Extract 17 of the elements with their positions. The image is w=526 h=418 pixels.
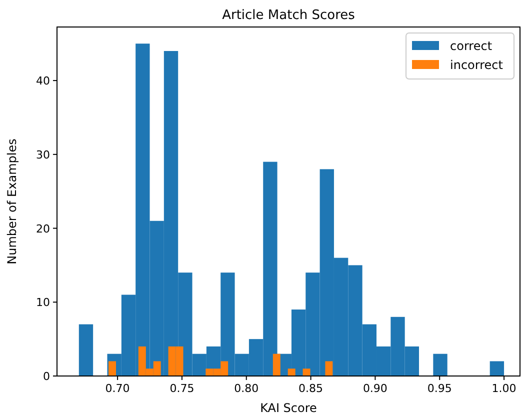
x-tick-label: 0.95: [427, 382, 452, 395]
x-tick-label: 0.75: [170, 382, 194, 395]
x-tick-label: 0.85: [298, 382, 324, 395]
y-tick-label: 0: [43, 370, 50, 383]
x-axis-title: KAI Score: [260, 401, 317, 415]
x-tick-label: 1.00: [492, 382, 516, 395]
x-tick-label: 0.90: [362, 382, 388, 395]
y-tick-label: 10: [36, 296, 50, 310]
x-tick-label: 0.80: [234, 382, 259, 395]
legend-label: correct: [450, 39, 492, 53]
chart-title: Article Match Scores: [222, 8, 356, 23]
y-axis-title: Number of Examples: [5, 138, 19, 264]
legend-label: incorrect: [450, 58, 504, 72]
y-tick-label: 40: [36, 74, 50, 88]
y-tick-label: 30: [36, 148, 50, 162]
x-tick-label: 0.70: [105, 382, 130, 395]
y-tick-label: 20: [36, 222, 50, 236]
